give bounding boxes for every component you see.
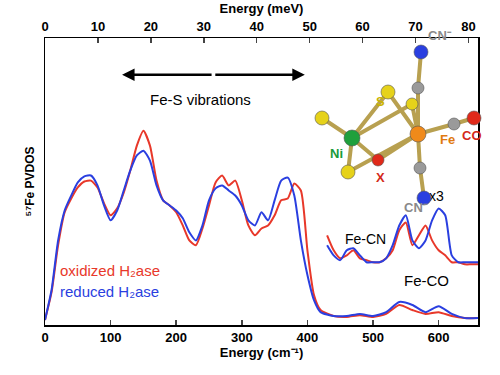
svg-text:S: S xyxy=(376,94,385,109)
svg-text:Fe-CO: Fe-CO xyxy=(404,272,449,289)
svg-text:CN⁻: CN⁻ xyxy=(428,28,452,43)
svg-text:70: 70 xyxy=(408,19,422,34)
svg-text:200: 200 xyxy=(165,330,187,345)
svg-text:Fe-S vibrations: Fe-S vibrations xyxy=(150,91,251,108)
svg-text:20: 20 xyxy=(144,19,158,34)
svg-text:oxidized H₂ase: oxidized H₂ase xyxy=(60,262,160,279)
svg-text:100: 100 xyxy=(100,330,122,345)
svg-text:600: 600 xyxy=(428,330,450,345)
svg-text:CO: CO xyxy=(462,128,482,143)
svg-text:50: 50 xyxy=(302,19,316,34)
svg-text:reduced H₂ase: reduced H₂ase xyxy=(60,283,159,300)
svg-text:Ni: Ni xyxy=(330,146,343,161)
svg-text:80: 80 xyxy=(461,19,475,34)
svg-text:Fe-CN: Fe-CN xyxy=(345,231,386,247)
svg-text:0: 0 xyxy=(41,330,48,345)
svg-text:400: 400 xyxy=(297,330,319,345)
svg-text:x3: x3 xyxy=(429,188,444,204)
svg-text:0: 0 xyxy=(41,19,48,34)
svg-text:500: 500 xyxy=(362,330,384,345)
svg-text:Energy (cm⁻¹): Energy (cm⁻¹) xyxy=(220,345,303,360)
svg-text:Fe: Fe xyxy=(440,132,455,147)
svg-text:300: 300 xyxy=(231,330,253,345)
svg-text:10: 10 xyxy=(91,19,105,34)
svg-text:X: X xyxy=(376,170,385,185)
svg-text:40: 40 xyxy=(250,19,264,34)
svg-text:Energy (meV): Energy (meV) xyxy=(220,1,304,16)
svg-text:⁵⁷Fe PVDOS: ⁵⁷Fe PVDOS xyxy=(23,147,37,217)
svg-text:CN⁻: CN⁻ xyxy=(404,200,428,215)
svg-text:60: 60 xyxy=(355,19,369,34)
svg-text:30: 30 xyxy=(197,19,211,34)
